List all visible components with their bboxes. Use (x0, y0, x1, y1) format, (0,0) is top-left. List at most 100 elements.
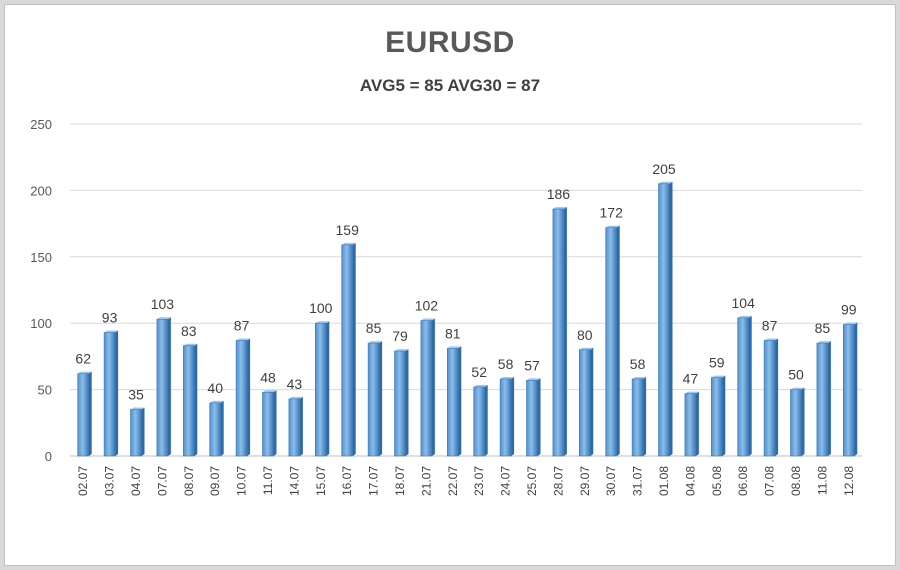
bar (552, 208, 565, 457)
bar-side (247, 338, 251, 456)
x-tick-label: 14.07 (287, 466, 301, 496)
bar (499, 378, 512, 457)
bar-top (843, 322, 858, 325)
bar (183, 345, 195, 457)
y-tick-label: 100 (30, 316, 52, 331)
bar-side (88, 371, 92, 456)
bar-side (854, 322, 858, 456)
y-axis-ticks: 0 50 100 150 200 250 (30, 117, 52, 464)
bar-side (669, 181, 673, 456)
bar-top (341, 242, 356, 245)
bar-side (220, 400, 224, 456)
x-tick-label: 06.08 (736, 466, 750, 496)
bar (446, 348, 459, 457)
bar (790, 389, 802, 457)
bar (710, 377, 723, 457)
bar-side (431, 318, 435, 456)
x-tick-label: 01.08 (657, 466, 671, 496)
x-tick-label: 08.08 (789, 466, 803, 496)
data-label: 104 (732, 295, 756, 311)
data-label: 80 (577, 327, 593, 343)
x-tick-label: 24.07 (499, 466, 513, 496)
data-label: 50 (788, 367, 804, 383)
bar-top (394, 349, 409, 352)
data-label: 35 (128, 387, 144, 403)
data-label: 87 (234, 317, 250, 333)
data-label: 172 (600, 205, 624, 221)
bar-side (748, 315, 752, 456)
bar-side (563, 206, 567, 456)
bar (156, 318, 169, 457)
bar-top (473, 384, 488, 387)
bar-top (130, 407, 145, 410)
data-label: 58 (630, 356, 646, 372)
bar (103, 332, 116, 457)
data-label: 81 (445, 325, 461, 341)
bar (816, 342, 829, 457)
x-tick-label: 04.07 (129, 466, 143, 496)
data-label: 59 (709, 355, 725, 371)
x-tick-label: 30.07 (604, 466, 618, 496)
bar-top (816, 341, 831, 344)
bar (420, 320, 433, 457)
data-label: 57 (524, 357, 540, 373)
data-labels: 62 93 35 103 83 40 87 48 43 100 159 85 79 102 81 52 58 57… (75, 161, 856, 403)
bar-side (299, 396, 303, 456)
bar-side (484, 384, 488, 456)
x-tick-label: 08.07 (182, 466, 196, 496)
y-tick-label: 250 (30, 117, 52, 132)
bar (235, 340, 248, 457)
x-tick-label: 29.07 (578, 466, 592, 496)
bar-side (537, 378, 541, 456)
data-label: 186 (547, 186, 571, 202)
bars (77, 181, 858, 457)
data-label: 85 (366, 320, 382, 336)
bar-side (695, 391, 699, 456)
bar-side (273, 390, 277, 456)
bar-top (684, 391, 699, 394)
bar (367, 342, 380, 457)
y-tick-label: 200 (30, 183, 52, 198)
bar (526, 380, 538, 457)
bar-side (827, 341, 831, 456)
bar-top (605, 225, 620, 228)
bar-side (352, 242, 356, 456)
x-tick-label: 22.07 (446, 466, 460, 496)
bar (341, 244, 354, 457)
grid-lines (70, 123, 862, 457)
y-tick-label: 50 (38, 383, 52, 398)
data-label: 52 (471, 364, 487, 380)
x-tick-label: 10.07 (235, 466, 249, 496)
bar-top (288, 396, 303, 399)
y-tick-label: 0 (45, 449, 52, 464)
bar-side (167, 317, 171, 456)
bar-top (764, 338, 779, 341)
bar-top (183, 343, 198, 346)
data-label: 205 (652, 161, 676, 177)
bar (209, 402, 221, 457)
bar (130, 409, 142, 457)
bar-top (262, 390, 277, 393)
bar-side (775, 338, 779, 456)
bar-top (658, 181, 673, 184)
data-label: 40 (207, 380, 223, 396)
x-tick-label: 05.08 (710, 466, 724, 496)
bar-top (711, 375, 726, 378)
data-label: 93 (102, 309, 118, 325)
data-label: 159 (336, 222, 360, 238)
bar-top (579, 347, 594, 350)
bar-side (458, 346, 462, 456)
bar (77, 373, 89, 457)
bar-side (141, 407, 145, 456)
bar-top (104, 330, 119, 333)
bar-side (722, 375, 726, 456)
bar-top (790, 387, 805, 390)
x-tick-label: 31.07 (631, 466, 645, 496)
bar (763, 340, 776, 457)
data-label: 102 (415, 298, 439, 314)
bar-top (552, 206, 567, 209)
x-tick-label: 11.07 (261, 466, 275, 495)
bar (631, 378, 644, 457)
data-label: 87 (762, 317, 778, 333)
